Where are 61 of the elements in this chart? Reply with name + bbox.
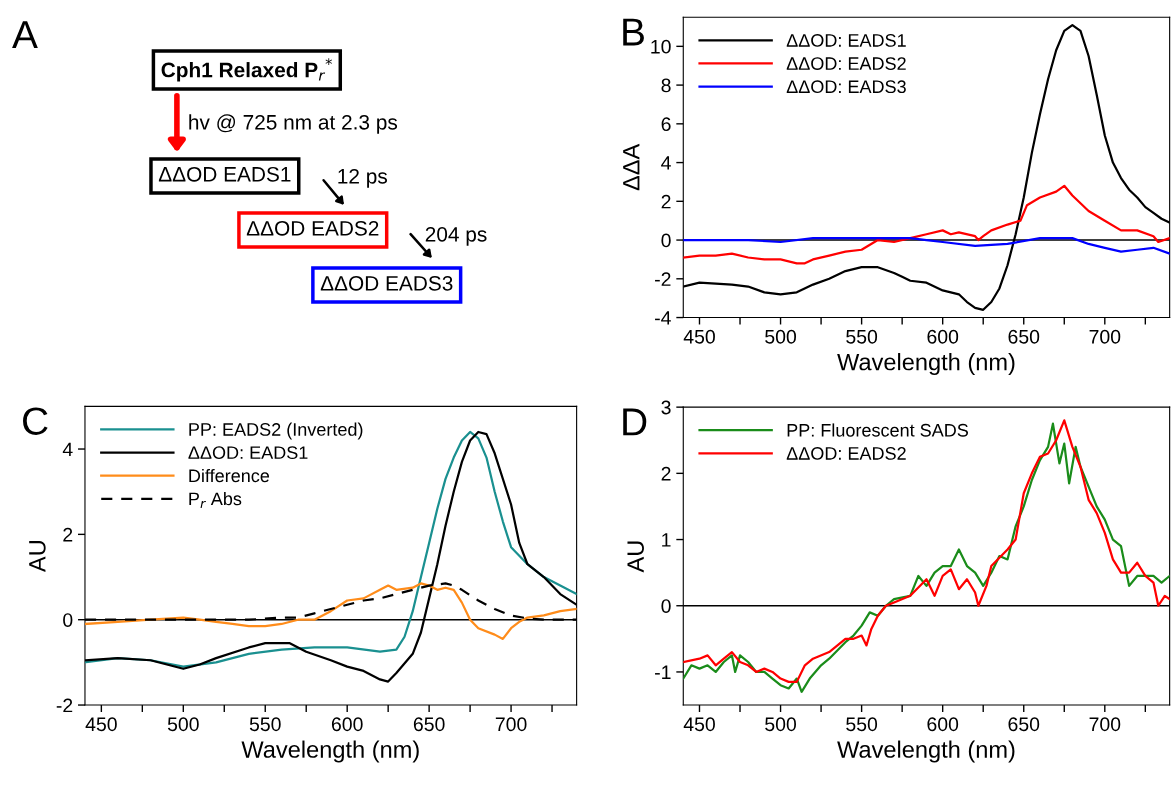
text: ΔΔOD EADS3 xyxy=(320,275,453,291)
chart-title: B xyxy=(623,18,644,46)
x-tick-label: 700 xyxy=(1089,329,1121,344)
y-axis-title: AU xyxy=(627,541,644,573)
legend-label: Difference xyxy=(189,468,270,483)
x-tick-label: 650 xyxy=(1008,329,1040,344)
x-tick-label: 500 xyxy=(765,717,797,732)
legend-label: ΔΔOD: EADS3 xyxy=(786,80,906,94)
y-tick-label: 2 xyxy=(661,194,671,209)
x-tick-label: 600 xyxy=(927,329,959,344)
x-axis-title: Wavelength (nm) xyxy=(837,740,1015,763)
x-tick-label: 600 xyxy=(927,717,959,732)
y-tick-label: 8 xyxy=(661,78,671,93)
y-axis-title: AU xyxy=(29,541,46,573)
y-tick-label: 0 xyxy=(661,233,671,248)
text: Cph1 Relaxed P$_{r}$$^{*}$ xyxy=(161,58,332,82)
text: A xyxy=(12,21,38,49)
y-tick-label: -4 xyxy=(655,311,671,325)
legend-label: ΔΔOD: EADS2 xyxy=(786,447,906,460)
y-tick-label: 6 xyxy=(661,117,671,132)
y-axis-title: ΔΔA xyxy=(623,143,640,191)
text: ΔΔOD EADS1 xyxy=(158,166,291,182)
y-tick-label: 2 xyxy=(661,466,671,481)
x-axis-title: Wavelength (nm) xyxy=(241,740,419,763)
x-tick-label: 700 xyxy=(1089,717,1121,732)
y-tick-label: 3 xyxy=(661,400,671,415)
y-tick-label: 0 xyxy=(661,599,671,613)
x-axis-title: Wavelength (nm) xyxy=(837,353,1015,376)
chart-title: D xyxy=(623,408,647,436)
x-tick-label: 600 xyxy=(331,717,363,732)
x-tick-label: 700 xyxy=(495,717,527,732)
text: 12 ps xyxy=(338,168,387,188)
x-tick-label: 450 xyxy=(85,717,117,732)
y-tick-label: 4 xyxy=(661,156,671,170)
x-tick-label: 500 xyxy=(765,329,797,344)
x-tick-label: 550 xyxy=(846,329,878,344)
legend-label: ΔΔOD: EADS2 xyxy=(786,57,906,70)
y-tick-label: -1 xyxy=(655,665,671,679)
x-tick-label: 550 xyxy=(249,717,281,732)
text: 204 ps xyxy=(425,226,487,246)
y-tick-label: 1 xyxy=(662,533,671,547)
x-tick-label: 650 xyxy=(1008,717,1040,732)
x-tick-label: 500 xyxy=(167,717,199,732)
y-tick-label: -2 xyxy=(56,698,73,713)
legend-label: P$_{r}$ Abs xyxy=(189,491,242,509)
y-tick-label: 10 xyxy=(651,39,671,54)
legend-label: PP: Fluorescent SADS xyxy=(787,423,968,437)
x-tick-label: 550 xyxy=(846,717,878,732)
y-tick-label: 4 xyxy=(62,442,73,457)
text: ΔΔOD EADS2 xyxy=(246,220,379,236)
x-tick-label: 650 xyxy=(413,717,445,732)
text: hv @ 725 nm at 2.3 ps xyxy=(189,114,398,134)
x-tick-label: 450 xyxy=(683,717,715,732)
chart-title: C xyxy=(23,407,48,435)
legend-label: PP: EADS2 (Inverted) xyxy=(189,422,363,440)
x-tick-label: 450 xyxy=(683,329,715,344)
legend-label: ΔΔOD: EADS1 xyxy=(786,34,906,47)
legend-label: ΔΔOD: EADS1 xyxy=(188,446,308,460)
y-tick-label: 0 xyxy=(63,613,73,627)
y-tick-label: -2 xyxy=(655,272,671,286)
y-tick-label: 2 xyxy=(63,527,73,542)
